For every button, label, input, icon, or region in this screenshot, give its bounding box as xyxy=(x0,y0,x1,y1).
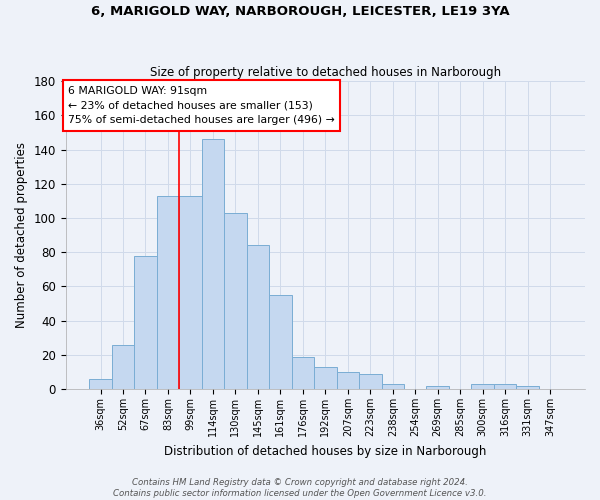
Bar xyxy=(337,372,359,389)
Bar xyxy=(472,384,494,389)
Bar xyxy=(179,196,202,389)
Bar xyxy=(134,256,157,389)
Bar xyxy=(247,246,269,389)
Text: Contains HM Land Registry data © Crown copyright and database right 2024.
Contai: Contains HM Land Registry data © Crown c… xyxy=(113,478,487,498)
Text: 6 MARIGOLD WAY: 91sqm
← 23% of detached houses are smaller (153)
75% of semi-det: 6 MARIGOLD WAY: 91sqm ← 23% of detached … xyxy=(68,86,335,126)
Bar xyxy=(494,384,517,389)
Bar xyxy=(224,213,247,389)
X-axis label: Distribution of detached houses by size in Narborough: Distribution of detached houses by size … xyxy=(164,444,487,458)
Title: Size of property relative to detached houses in Narborough: Size of property relative to detached ho… xyxy=(150,66,501,78)
Y-axis label: Number of detached properties: Number of detached properties xyxy=(15,142,28,328)
Bar xyxy=(382,384,404,389)
Bar xyxy=(359,374,382,389)
Text: 6, MARIGOLD WAY, NARBOROUGH, LEICESTER, LE19 3YA: 6, MARIGOLD WAY, NARBOROUGH, LEICESTER, … xyxy=(91,5,509,18)
Bar xyxy=(427,386,449,389)
Bar xyxy=(269,295,292,389)
Bar xyxy=(202,140,224,389)
Bar xyxy=(292,356,314,389)
Bar xyxy=(112,344,134,389)
Bar xyxy=(517,386,539,389)
Bar xyxy=(157,196,179,389)
Bar xyxy=(89,379,112,389)
Bar xyxy=(314,367,337,389)
